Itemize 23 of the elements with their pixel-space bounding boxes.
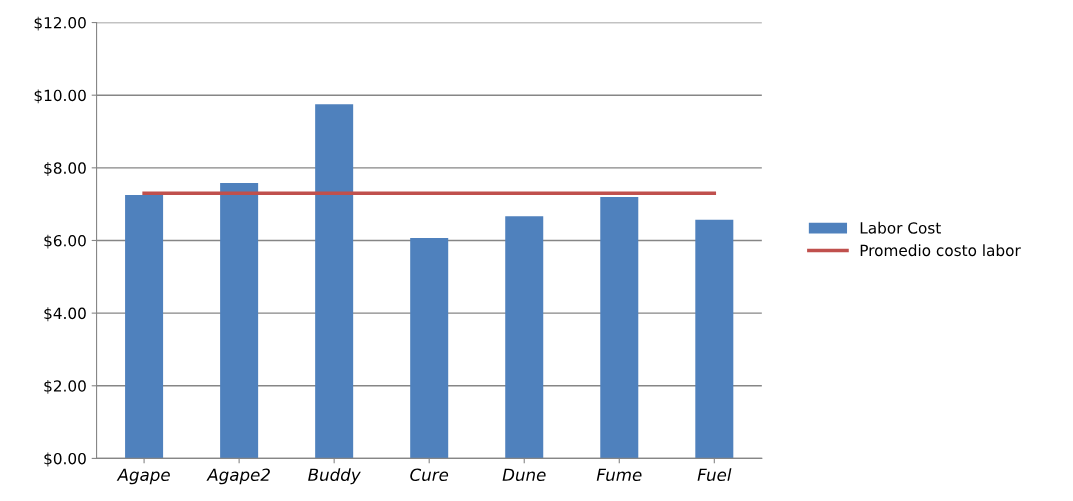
x-tick-label: Fuel: [697, 468, 732, 482]
x-tick-label: Dune: [502, 468, 546, 482]
y-tick-label: $10.00: [34, 89, 86, 104]
y-tick-label: $4.00: [44, 307, 86, 322]
legend-label: Labor Cost: [860, 221, 941, 234]
x-tick-label: Fume: [596, 468, 642, 482]
x-tick-label: Buddy: [308, 468, 361, 485]
bar: [220, 183, 259, 459]
x-tick-label: Agape2: [206, 468, 270, 485]
y-tick-label: $6.00: [44, 234, 86, 249]
bar: [315, 104, 354, 459]
y-tick-label: $2.00: [44, 379, 86, 394]
y-tick-label: $0.00: [44, 452, 86, 467]
bar: [410, 237, 449, 459]
x-tick-label: Cure: [410, 468, 449, 482]
legend-label: Promedio costo labor: [860, 244, 1021, 257]
bar: [125, 195, 164, 459]
y-tick-label: $12.00: [34, 16, 86, 31]
bar: [600, 196, 639, 459]
bar: [505, 216, 544, 459]
y-tick-label: $8.00: [44, 162, 86, 176]
x-tick-label: Agape: [116, 468, 170, 485]
bar: [695, 219, 734, 459]
